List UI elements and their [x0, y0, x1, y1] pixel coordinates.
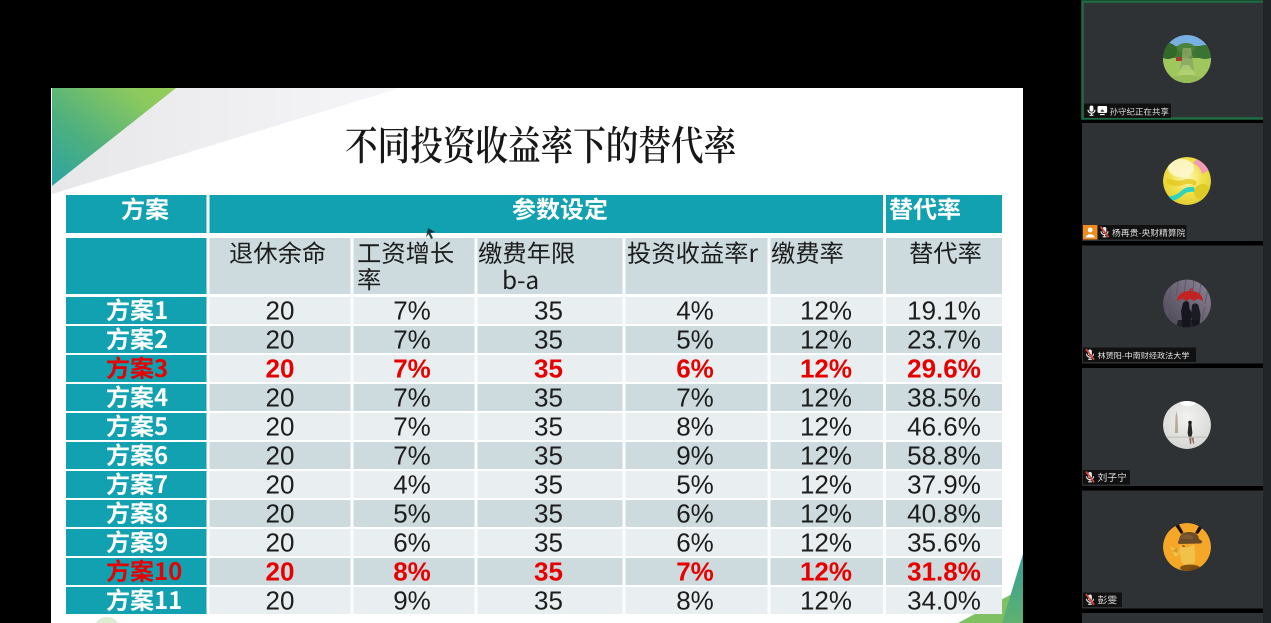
svg-text:8%: 8%: [676, 412, 714, 442]
svg-text:37.9%: 37.9%: [907, 470, 981, 500]
svg-text:35: 35: [534, 296, 563, 326]
svg-text:35: 35: [534, 354, 563, 384]
svg-text:12%: 12%: [800, 557, 852, 587]
svg-text:20: 20: [266, 441, 295, 471]
svg-text:12%: 12%: [800, 499, 852, 529]
svg-text:20: 20: [266, 412, 295, 442]
svg-text:7%: 7%: [676, 557, 714, 587]
svg-text:23.7%: 23.7%: [907, 325, 981, 355]
svg-text:9%: 9%: [676, 441, 714, 471]
svg-text:35: 35: [534, 383, 563, 413]
svg-text:8%: 8%: [393, 557, 431, 587]
svg-text:35.6%: 35.6%: [907, 528, 981, 558]
svg-text:6%: 6%: [676, 528, 714, 558]
svg-text:35: 35: [534, 325, 563, 355]
svg-text:20: 20: [266, 325, 295, 355]
svg-text:20: 20: [266, 383, 295, 413]
svg-text:7%: 7%: [393, 412, 431, 442]
svg-text:40.8%: 40.8%: [907, 499, 981, 529]
svg-text:35: 35: [534, 441, 563, 471]
svg-text:35: 35: [534, 499, 563, 529]
svg-text:12%: 12%: [800, 354, 852, 384]
svg-text:38.5%: 38.5%: [907, 383, 981, 413]
svg-text:12%: 12%: [800, 383, 852, 413]
svg-text:20: 20: [266, 499, 295, 529]
svg-text:4%: 4%: [676, 296, 714, 326]
svg-text:35: 35: [534, 470, 563, 500]
svg-text:8%: 8%: [676, 586, 714, 616]
svg-text:20: 20: [266, 470, 295, 500]
svg-text:58.8%: 58.8%: [907, 441, 981, 471]
svg-text:6%: 6%: [676, 354, 714, 384]
svg-text:7%: 7%: [393, 296, 431, 326]
svg-text:20: 20: [266, 557, 295, 587]
svg-text:7%: 7%: [393, 441, 431, 471]
svg-text:12%: 12%: [800, 528, 852, 558]
svg-text:35: 35: [534, 586, 563, 616]
svg-text:35: 35: [534, 412, 563, 442]
svg-text:12%: 12%: [800, 441, 852, 471]
svg-text:35: 35: [534, 557, 563, 587]
svg-text:5%: 5%: [676, 325, 714, 355]
svg-text:12%: 12%: [800, 412, 852, 442]
svg-text:20: 20: [266, 354, 295, 384]
svg-text:20: 20: [266, 528, 295, 558]
svg-text:6%: 6%: [393, 528, 431, 558]
svg-text:31.8%: 31.8%: [907, 557, 981, 587]
svg-text:12%: 12%: [800, 296, 852, 326]
svg-text:12%: 12%: [800, 325, 852, 355]
svg-text:7%: 7%: [393, 383, 431, 413]
svg-text:34.0%: 34.0%: [907, 586, 981, 616]
svg-text:46.6%: 46.6%: [907, 412, 981, 442]
svg-text:7%: 7%: [676, 383, 714, 413]
svg-text:20: 20: [266, 296, 295, 326]
svg-text:35: 35: [534, 528, 563, 558]
svg-text:9%: 9%: [393, 586, 431, 616]
svg-text:7%: 7%: [393, 325, 431, 355]
svg-text:20: 20: [266, 586, 295, 616]
svg-text:12%: 12%: [800, 586, 852, 616]
svg-text:7%: 7%: [393, 354, 431, 384]
svg-text:6%: 6%: [676, 499, 714, 529]
svg-text:19.1%: 19.1%: [907, 296, 981, 326]
svg-text:4%: 4%: [393, 470, 431, 500]
svg-text:5%: 5%: [676, 470, 714, 500]
svg-text:12%: 12%: [800, 470, 852, 500]
svg-text:5%: 5%: [393, 499, 431, 529]
svg-text:29.6%: 29.6%: [907, 354, 981, 384]
